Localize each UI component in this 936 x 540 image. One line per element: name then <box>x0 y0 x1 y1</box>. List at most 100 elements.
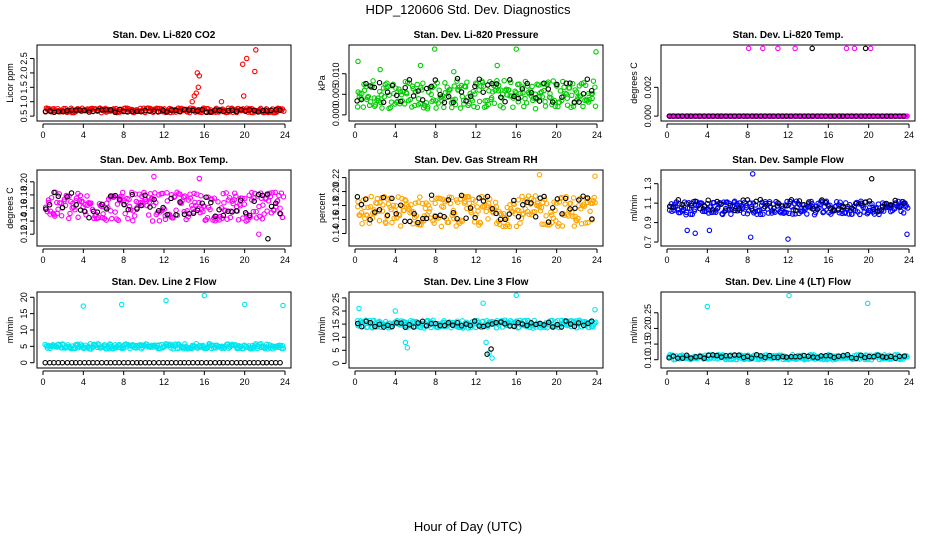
data-point <box>553 218 559 224</box>
x-tick-label: 12 <box>471 130 481 140</box>
data-point <box>368 193 374 200</box>
x-tick-label: 16 <box>511 255 521 265</box>
data-point <box>387 104 394 111</box>
data-point-outlier <box>483 339 489 346</box>
data-point <box>134 359 140 366</box>
data-point <box>67 210 73 217</box>
data-point <box>493 325 500 331</box>
data-point <box>199 200 205 206</box>
data-point <box>248 189 255 196</box>
data-point <box>447 86 453 93</box>
data-point <box>502 98 508 105</box>
data-point <box>526 211 532 217</box>
x-tick-label: 4 <box>705 377 710 387</box>
data-point <box>454 78 460 84</box>
data-point <box>103 200 110 207</box>
data-point-outlier <box>118 301 125 308</box>
data-point <box>454 199 461 205</box>
data-point <box>64 194 70 200</box>
y-tick-label: 0.25 <box>643 304 653 322</box>
y-tick-label: 0.12 <box>19 225 29 243</box>
data-point <box>410 324 417 330</box>
data-point <box>457 105 464 111</box>
data-point <box>744 197 751 203</box>
data-point-outlier <box>377 66 383 73</box>
data-point <box>756 208 763 214</box>
data-point <box>279 343 286 349</box>
data-point <box>581 203 588 209</box>
data-point <box>354 104 361 110</box>
data-point <box>806 199 812 205</box>
data-point <box>406 77 413 83</box>
data-point <box>441 104 447 111</box>
data-point <box>83 212 89 218</box>
data-point <box>242 359 248 366</box>
data-point <box>857 211 863 218</box>
data-point <box>500 223 506 230</box>
data-point <box>530 197 537 203</box>
data-point <box>454 75 461 82</box>
y-axis-label: degrees C <box>5 187 15 229</box>
data-point <box>675 197 682 203</box>
panel-title: Stan. Dev. Li-820 CO2 <box>113 30 216 41</box>
data-point <box>588 87 595 94</box>
panel-title: Stan. Dev. Li-820 Pressure <box>414 30 539 41</box>
y-tick-label: 5 <box>331 348 341 353</box>
data-point <box>428 91 434 98</box>
data-point <box>821 209 827 215</box>
data-point <box>557 88 564 94</box>
data-point <box>472 214 478 221</box>
data-point <box>592 103 599 109</box>
x-tick-label: 16 <box>823 255 833 265</box>
data-points <box>42 292 287 366</box>
data-point-outlier <box>786 292 792 299</box>
data-points <box>666 45 910 119</box>
data-point <box>216 206 222 213</box>
data-point <box>392 208 398 214</box>
y-tick-label: 0.7 <box>643 236 653 249</box>
x-tick-label: 20 <box>864 255 874 265</box>
data-point <box>766 113 773 119</box>
data-point <box>367 319 374 326</box>
y-axis-label: kPa <box>317 75 327 91</box>
data-point <box>788 197 795 203</box>
data-point <box>246 192 252 199</box>
data-point <box>506 211 513 217</box>
data-point <box>506 223 513 230</box>
x-tick-label: 16 <box>199 377 209 387</box>
data-point <box>559 211 565 217</box>
data-point <box>221 207 228 213</box>
data-point <box>718 201 724 207</box>
data-point <box>471 103 477 110</box>
data-point <box>87 201 93 207</box>
data-point <box>508 79 514 86</box>
data-point <box>551 199 557 205</box>
data-point <box>519 193 525 200</box>
x-tick-label: 16 <box>823 130 833 140</box>
data-point <box>476 98 483 105</box>
x-axis-title: Hour of Day (UTC) <box>413 519 523 534</box>
data-point <box>766 352 773 359</box>
data-point <box>718 354 725 360</box>
data-point-outlier <box>195 84 202 91</box>
data-point-outlier <box>480 300 486 306</box>
data-point <box>705 210 712 216</box>
x-tick-label: 0 <box>40 130 45 140</box>
data-point <box>428 83 435 90</box>
data-points <box>354 46 599 112</box>
data-point <box>411 211 417 217</box>
data-point <box>463 215 469 221</box>
data-point <box>177 199 183 205</box>
data-point <box>366 102 373 109</box>
data-point <box>419 200 426 207</box>
data-point <box>134 206 140 212</box>
data-point <box>575 320 582 326</box>
data-point <box>415 199 422 205</box>
data-point <box>277 107 283 113</box>
data-point <box>879 203 886 210</box>
data-point <box>740 113 747 119</box>
data-point <box>420 215 426 222</box>
data-point <box>836 209 843 216</box>
data-point <box>545 86 552 92</box>
data-point <box>389 195 395 202</box>
